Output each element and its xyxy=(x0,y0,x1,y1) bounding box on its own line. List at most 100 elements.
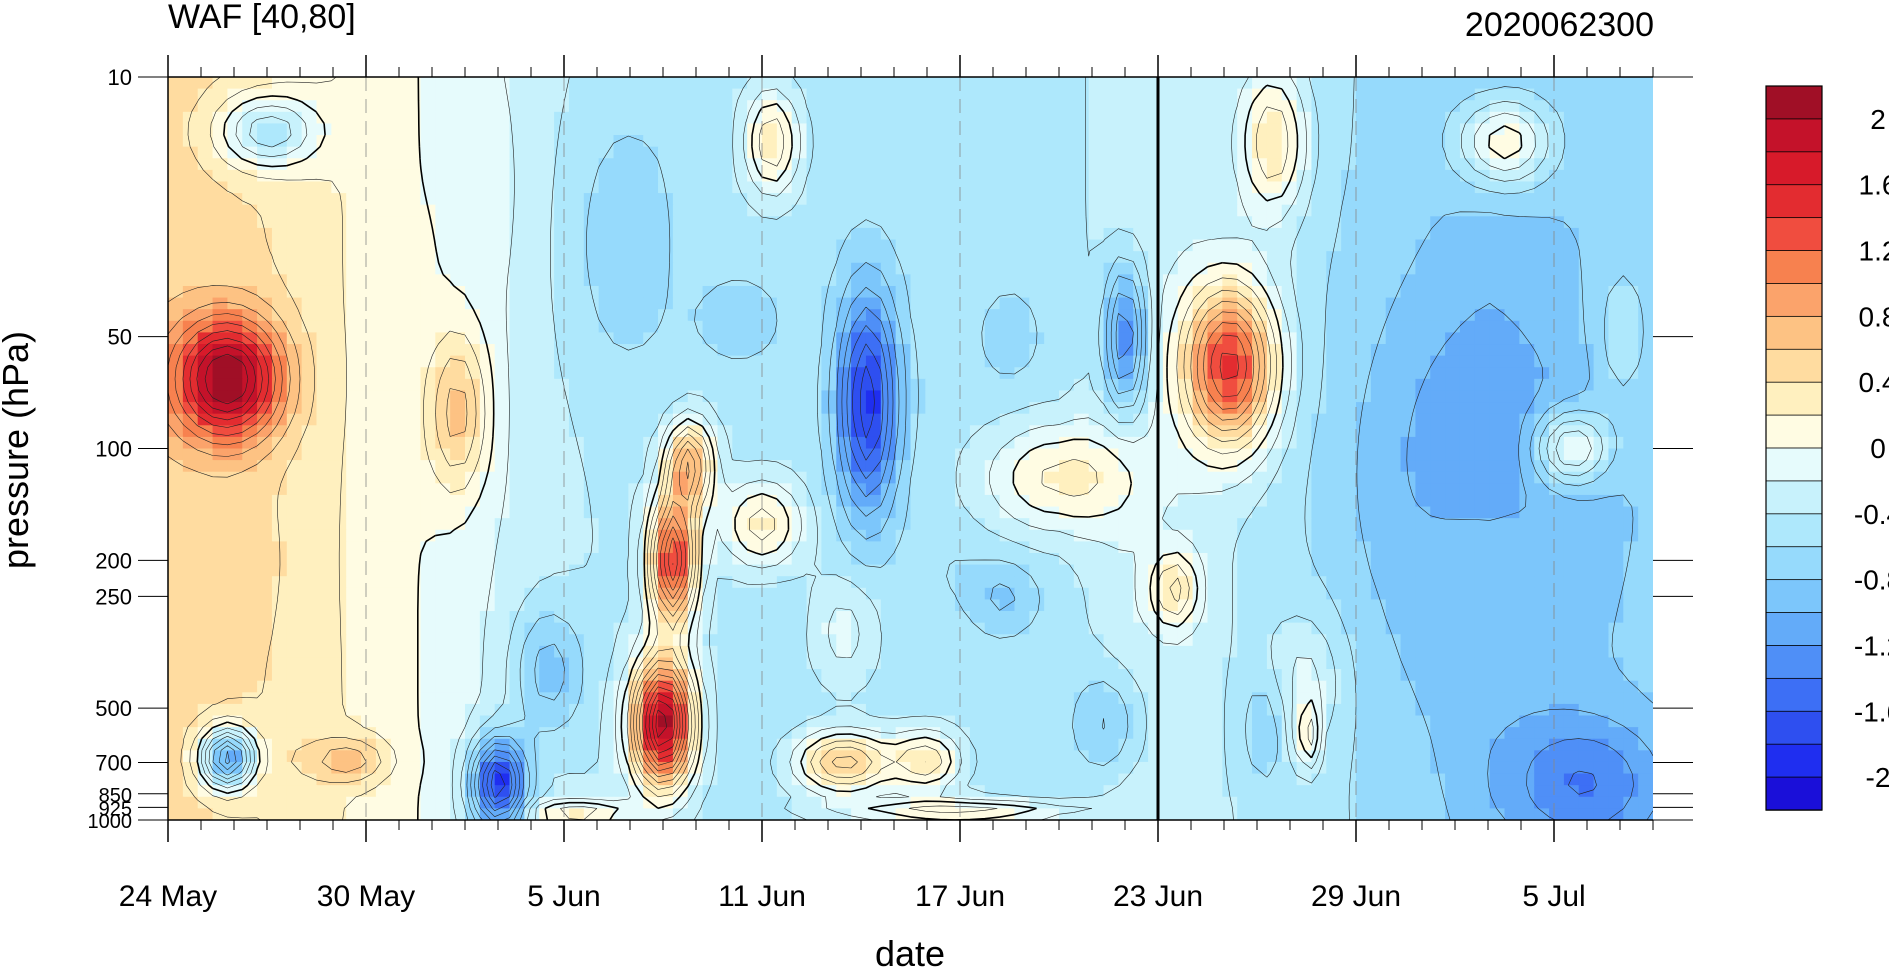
contour-cell xyxy=(643,460,659,473)
contour-cell xyxy=(1549,123,1565,136)
contour-cell xyxy=(1192,216,1209,229)
contour-cell xyxy=(821,355,837,368)
contour-cell xyxy=(1489,274,1506,287)
contour-cell xyxy=(420,448,436,461)
contour-cell xyxy=(1059,216,1075,229)
contour-cell xyxy=(509,436,525,450)
contour-cell xyxy=(806,239,822,252)
contour-cell xyxy=(732,344,748,357)
contour-cell xyxy=(836,123,852,136)
contour-cell xyxy=(732,564,748,577)
contour-cell xyxy=(1356,425,1372,438)
contour-cell xyxy=(227,634,243,647)
contour-cell xyxy=(762,552,778,566)
contour-cell xyxy=(702,227,719,241)
contour-cell xyxy=(361,494,377,508)
contour-cell xyxy=(791,135,808,148)
contour-cell xyxy=(672,227,689,241)
contour-cell xyxy=(375,367,392,380)
contour-cell xyxy=(1445,135,1461,148)
contour-cell xyxy=(465,262,481,275)
contour-cell xyxy=(1430,622,1446,635)
contour-cell xyxy=(687,344,704,357)
contour-cell xyxy=(420,309,436,322)
contour-cell xyxy=(628,285,644,299)
contour-cell xyxy=(806,413,822,426)
contour-cell xyxy=(672,436,689,450)
contour-cell xyxy=(658,100,674,113)
contour-cell xyxy=(984,622,1001,635)
contour-cell xyxy=(940,378,956,392)
contour-cell xyxy=(509,193,525,206)
contour-cell xyxy=(1103,518,1119,531)
contour-cell xyxy=(1237,390,1253,403)
contour-cell xyxy=(524,564,540,577)
contour-cell xyxy=(598,552,615,566)
contour-cell xyxy=(791,634,808,647)
contour-cell xyxy=(1118,634,1134,647)
contour-cell xyxy=(554,77,570,90)
contour-cell xyxy=(1638,111,1653,125)
contour-cell xyxy=(539,402,555,415)
contour-cell xyxy=(1044,135,1060,148)
contour-cell xyxy=(1192,378,1209,392)
contour-cell xyxy=(955,111,971,125)
contour-cell xyxy=(420,111,436,125)
contour-cell xyxy=(1311,378,1327,392)
contour-cell xyxy=(568,239,585,252)
contour-cell xyxy=(1638,216,1653,229)
contour-cell xyxy=(1044,564,1060,577)
contour-cell xyxy=(390,587,407,601)
contour-cell xyxy=(895,471,912,484)
contour-cell xyxy=(1415,529,1431,542)
contour-cell xyxy=(1638,622,1653,635)
contour-cell xyxy=(1014,100,1030,113)
contour-cell xyxy=(1356,378,1372,392)
contour-cell xyxy=(1311,297,1327,310)
contour-cell xyxy=(1445,390,1461,403)
contour-cell xyxy=(925,378,941,392)
contour-cell xyxy=(1118,181,1134,194)
contour-cell xyxy=(643,158,659,171)
contour-cell xyxy=(286,216,303,229)
contour-cell xyxy=(227,564,243,577)
contour-cell xyxy=(509,460,525,473)
contour-cell xyxy=(1400,413,1416,426)
contour-cell xyxy=(1014,425,1030,438)
contour-cell xyxy=(1311,483,1327,496)
contour-cell xyxy=(1459,506,1476,519)
contour-cell xyxy=(1534,576,1550,589)
contour-cell xyxy=(643,367,659,380)
contour-cell xyxy=(1341,622,1357,635)
contour-cell xyxy=(1504,227,1520,241)
contour-cell xyxy=(1014,541,1030,554)
contour-cell xyxy=(1459,77,1476,90)
contour-cell xyxy=(1400,204,1416,217)
contour-cell xyxy=(1177,100,1194,113)
contour-cell xyxy=(1489,402,1506,415)
contour-cell xyxy=(286,587,303,601)
contour-cell xyxy=(539,483,555,496)
contour-cell xyxy=(1326,494,1342,508)
contour-cell xyxy=(821,181,837,194)
contour-cell xyxy=(1638,181,1653,194)
contour-cell xyxy=(346,413,362,426)
contour-cell xyxy=(583,344,600,357)
contour-cell xyxy=(806,100,822,113)
contour-cell xyxy=(687,285,704,299)
contour-cell xyxy=(197,169,214,183)
contour-cell xyxy=(539,285,555,299)
contour-cell xyxy=(1044,518,1060,531)
contour-cell xyxy=(1623,390,1639,403)
contour-cell xyxy=(1563,355,1580,368)
contour-cell xyxy=(390,402,407,415)
contour-cell xyxy=(1311,239,1327,252)
contour-cell xyxy=(316,494,332,508)
contour-cell xyxy=(1222,494,1238,508)
contour-cell xyxy=(583,564,600,577)
contour-cell xyxy=(1311,169,1327,183)
contour-cell xyxy=(1266,471,1283,484)
contour-cell xyxy=(346,251,362,264)
contour-cell xyxy=(836,378,852,392)
contour-cell xyxy=(494,576,511,589)
